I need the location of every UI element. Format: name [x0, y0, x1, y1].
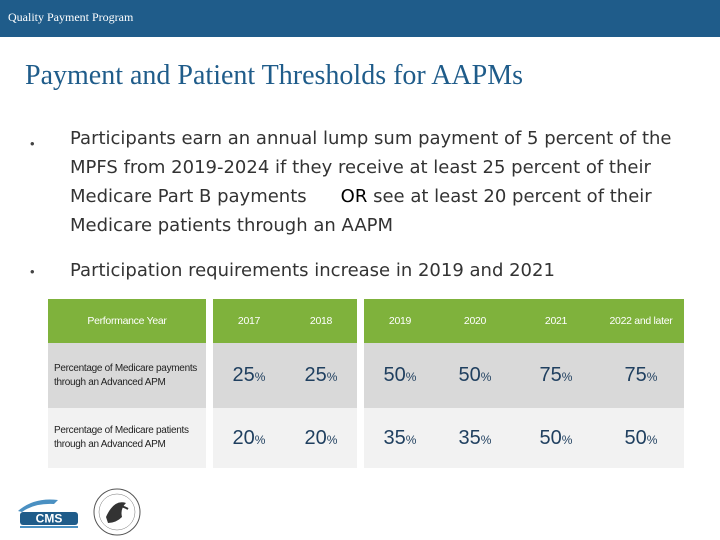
- header-year: 2018: [285, 299, 357, 343]
- header-year: 2020: [436, 299, 514, 343]
- header-performance-year: Performance Year: [48, 299, 206, 343]
- value-cell: 25%: [285, 343, 357, 408]
- table-row: Percentage of Medicare payments through …: [48, 343, 684, 408]
- header-year: 2021: [514, 299, 598, 343]
- slide-title: Payment and Patient Thresholds for AAPMs: [25, 60, 524, 91]
- value-cell: 50%: [514, 408, 598, 468]
- bullet-marker: •: [30, 136, 35, 151]
- header-year: 2019: [364, 299, 436, 343]
- value-cell: 25%: [213, 343, 285, 408]
- cms-logo: CMS: [18, 499, 78, 528]
- header-bar: Quality Payment Program: [0, 0, 720, 37]
- row-label: Percentage of Medicare patients through …: [48, 408, 206, 468]
- value-cell: 75%: [598, 343, 684, 408]
- value-cell: 20%: [285, 408, 357, 468]
- table-row: Percentage of Medicare patients through …: [48, 408, 684, 468]
- bullet-text-1: Participants earn an annual lump sum pay…: [70, 128, 672, 236]
- value-cell: 50%: [364, 343, 436, 408]
- value-cell: 35%: [436, 408, 514, 468]
- row-label: Percentage of Medicare payments through …: [48, 343, 206, 408]
- value-cell: 20%: [213, 408, 285, 468]
- or-emphasis: OR: [340, 186, 368, 207]
- bullet-marker: •: [30, 264, 35, 279]
- threshold-table: Performance Year 2017 2018 2019 2020 202…: [48, 299, 684, 468]
- table-header-row: Performance Year 2017 2018 2019 2020 202…: [48, 299, 684, 343]
- value-cell: 35%: [364, 408, 436, 468]
- header-year: 2017: [213, 299, 285, 343]
- header-year: 2022 and later: [598, 299, 684, 343]
- hhs-seal-icon: [93, 488, 141, 536]
- bullet-text-2: Participation requirements increase in 2…: [70, 260, 555, 281]
- value-cell: 50%: [436, 343, 514, 408]
- svg-text:CMS: CMS: [36, 512, 63, 526]
- value-cell: 50%: [598, 408, 684, 468]
- value-cell: 75%: [514, 343, 598, 408]
- program-name: Quality Payment Program: [8, 10, 134, 24]
